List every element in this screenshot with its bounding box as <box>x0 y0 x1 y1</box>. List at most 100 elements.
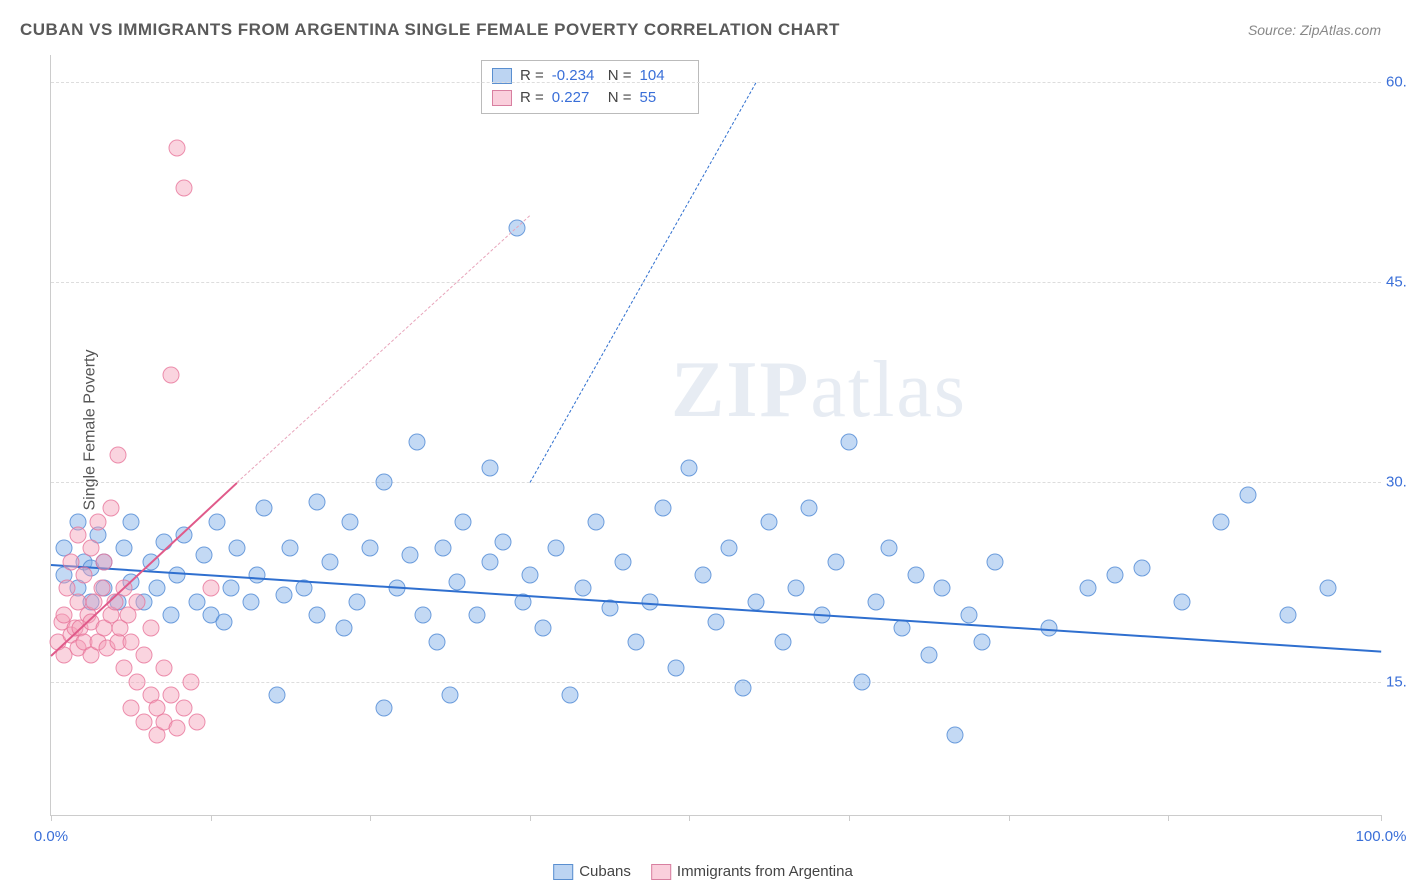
data-point <box>774 633 791 650</box>
gridline <box>51 82 1381 83</box>
data-point <box>468 607 485 624</box>
x-tick <box>211 815 212 821</box>
data-point <box>136 713 153 730</box>
data-point <box>142 620 159 637</box>
data-point <box>867 593 884 610</box>
data-point <box>242 593 259 610</box>
x-tick <box>370 815 371 821</box>
data-point <box>575 580 592 597</box>
data-point <box>801 500 818 517</box>
data-point <box>375 700 392 717</box>
data-point <box>189 593 206 610</box>
data-point <box>561 687 578 704</box>
data-point <box>894 620 911 637</box>
data-point <box>282 540 299 557</box>
data-point <box>1173 593 1190 610</box>
watermark-rest: atlas <box>810 346 967 434</box>
data-point <box>169 720 186 737</box>
gridline <box>51 482 1381 483</box>
data-point <box>402 547 419 564</box>
data-point <box>947 727 964 744</box>
data-point <box>588 513 605 530</box>
data-point <box>628 633 645 650</box>
data-point <box>116 540 133 557</box>
scatter-plot-area: ZIPatlas R =-0.234N =104R =0.227N =55 15… <box>50 55 1381 816</box>
data-point <box>920 647 937 664</box>
data-point <box>136 647 153 664</box>
data-point <box>249 567 266 584</box>
data-point <box>747 593 764 610</box>
data-point <box>442 687 459 704</box>
data-point <box>269 687 286 704</box>
data-point <box>69 527 86 544</box>
data-point <box>275 587 292 604</box>
data-point <box>255 500 272 517</box>
watermark: ZIPatlas <box>671 345 967 436</box>
data-point <box>721 540 738 557</box>
source-name: ZipAtlas.com <box>1300 22 1381 38</box>
data-point <box>189 713 206 730</box>
x-tick-label: 0.0% <box>34 828 68 845</box>
data-point <box>169 567 186 584</box>
data-point <box>787 580 804 597</box>
data-point <box>734 680 751 697</box>
data-point <box>854 673 871 690</box>
data-point <box>495 533 512 550</box>
data-point <box>614 553 631 570</box>
stat-n-value: 104 <box>640 65 688 87</box>
data-point <box>309 607 326 624</box>
data-point <box>122 633 139 650</box>
data-point <box>162 607 179 624</box>
data-point <box>987 553 1004 570</box>
data-point <box>1107 567 1124 584</box>
x-tick <box>849 815 850 821</box>
data-point <box>428 633 445 650</box>
data-point <box>162 367 179 384</box>
data-point <box>162 687 179 704</box>
data-point <box>342 513 359 530</box>
legend-label-a: Cubans <box>579 863 631 880</box>
data-point <box>129 673 146 690</box>
trend-line <box>237 215 530 482</box>
data-point <box>415 607 432 624</box>
data-point <box>122 700 139 717</box>
data-point <box>761 513 778 530</box>
data-point <box>309 493 326 510</box>
data-point <box>481 553 498 570</box>
stat-r-value: -0.234 <box>552 65 600 87</box>
stat-n-value: 55 <box>640 87 688 109</box>
y-tick-label: 60.0% <box>1386 73 1406 90</box>
stat-legend-row: R =-0.234N =104 <box>492 65 688 87</box>
data-point <box>102 500 119 517</box>
stat-legend-row: R =0.227N =55 <box>492 87 688 109</box>
data-point <box>229 540 246 557</box>
data-point <box>176 700 193 717</box>
data-point <box>668 660 685 677</box>
data-point <box>841 433 858 450</box>
data-point <box>209 513 226 530</box>
x-tick <box>51 815 52 821</box>
data-point <box>1240 487 1257 504</box>
chart-title: CUBAN VS IMMIGRANTS FROM ARGENTINA SINGL… <box>20 20 840 40</box>
data-point <box>129 593 146 610</box>
data-point <box>934 580 951 597</box>
data-point <box>322 553 339 570</box>
stat-swatch <box>492 90 512 106</box>
data-point <box>62 553 79 570</box>
stat-r-label: R = <box>520 65 544 87</box>
watermark-bold: ZIP <box>671 346 810 434</box>
y-tick-label: 15.0% <box>1386 673 1406 690</box>
data-point <box>89 513 106 530</box>
x-tick-label: 100.0% <box>1356 828 1406 845</box>
data-point <box>408 433 425 450</box>
data-point <box>880 540 897 557</box>
data-point <box>1213 513 1230 530</box>
data-point <box>335 620 352 637</box>
data-point <box>708 613 725 630</box>
x-tick <box>1168 815 1169 821</box>
legend-label-b: Immigrants from Argentina <box>677 863 853 880</box>
data-point <box>215 613 232 630</box>
data-point <box>222 580 239 597</box>
x-tick <box>1009 815 1010 821</box>
data-point <box>654 500 671 517</box>
